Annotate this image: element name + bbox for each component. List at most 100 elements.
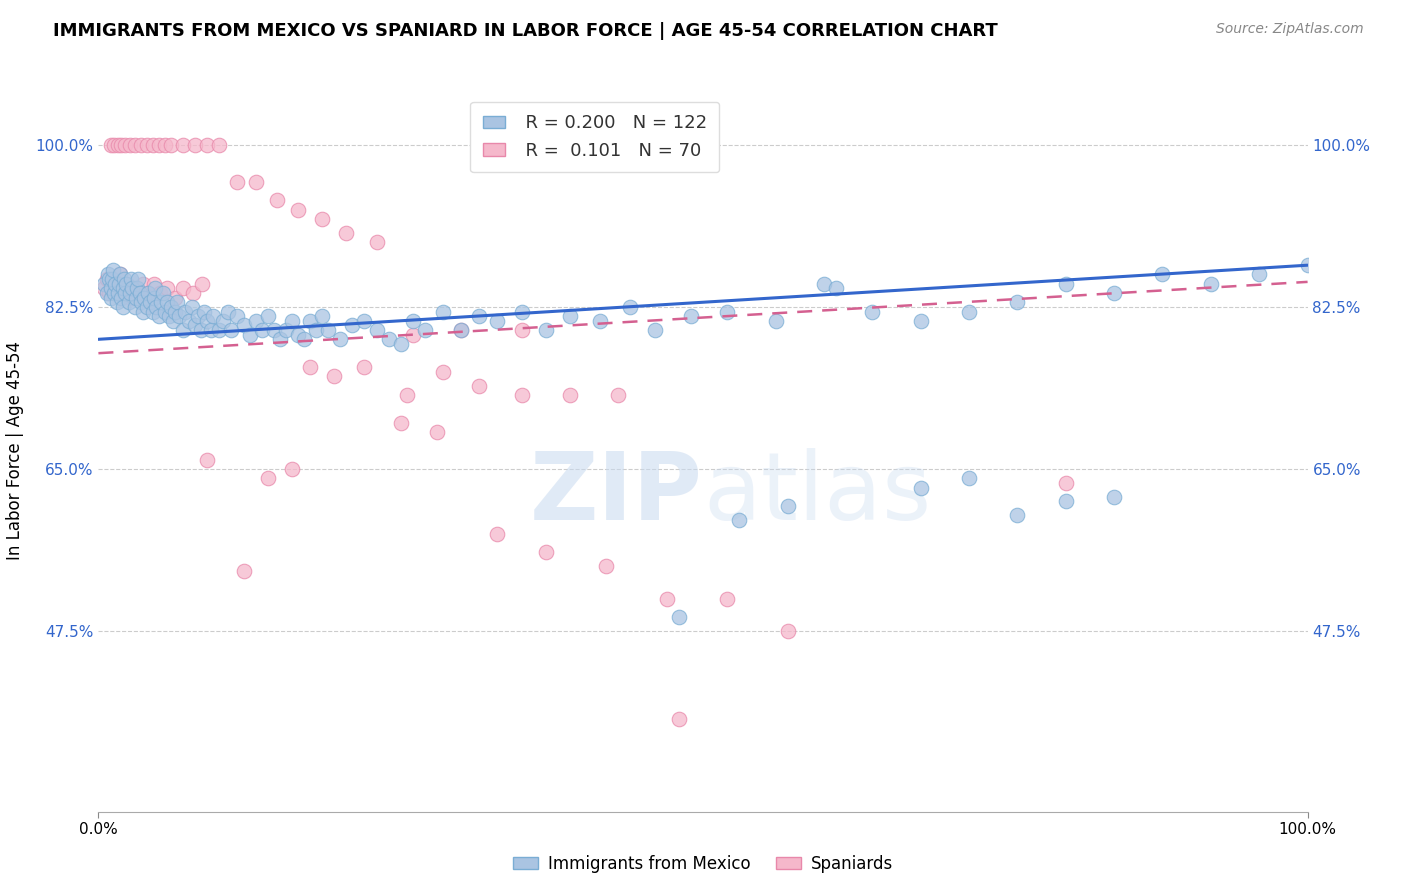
Point [105, 281, 128, 295]
Point [329, 332, 352, 346]
Point [263, 323, 285, 337]
Point [96, 285, 118, 300]
Point [156, 295, 179, 310]
Point [305, 323, 328, 337]
Point [413, 323, 436, 337]
Point [191, 277, 214, 291]
Point [190, 323, 212, 337]
Point [135, 137, 157, 152]
Point [395, 388, 418, 402]
Point [180, 300, 202, 314]
Point [163, 291, 186, 305]
Point [389, 416, 412, 430]
Point [366, 323, 388, 337]
Point [450, 323, 472, 337]
Point [468, 378, 491, 392]
Point [281, 314, 304, 328]
Point [156, 281, 179, 295]
Text: atlas: atlas [703, 448, 931, 540]
Point [143, 277, 166, 291]
Point [353, 360, 375, 375]
Point [100, 272, 122, 286]
Point [163, 304, 186, 318]
Point [105, 295, 128, 310]
Point [1054, 494, 1077, 508]
Point [776, 499, 799, 513]
Point [299, 314, 322, 328]
Point [124, 137, 146, 152]
Point [208, 323, 231, 337]
Point [179, 314, 201, 328]
Point [166, 295, 188, 310]
Point [287, 327, 309, 342]
Point [269, 332, 291, 346]
Point [221, 323, 243, 337]
Point [589, 314, 612, 328]
Point [153, 304, 176, 318]
Point [1007, 508, 1029, 523]
Point [316, 323, 339, 337]
Point [139, 295, 162, 310]
Point [195, 452, 218, 467]
Point [212, 314, 235, 328]
Point [679, 309, 702, 323]
Point [534, 545, 557, 559]
Point [250, 323, 273, 337]
Point [200, 323, 222, 337]
Point [160, 300, 183, 314]
Point [129, 137, 152, 152]
Point [118, 295, 141, 310]
Point [162, 314, 184, 328]
Point [716, 304, 738, 318]
Point [181, 285, 204, 300]
Point [1054, 475, 1077, 490]
Point [323, 369, 346, 384]
Point [135, 300, 157, 314]
Point [287, 202, 309, 217]
Point [1249, 268, 1271, 282]
Point [120, 272, 142, 286]
Point [335, 226, 357, 240]
Point [160, 137, 183, 152]
Text: Source: ZipAtlas.com: Source: ZipAtlas.com [1216, 22, 1364, 37]
Point [136, 285, 159, 300]
Point [193, 304, 215, 318]
Point [111, 300, 134, 314]
Point [534, 323, 557, 337]
Legend:   R = 0.200   N = 122,   R =  0.101   N = 70: R = 0.200 N = 122, R = 0.101 N = 70 [470, 102, 720, 172]
Point [728, 513, 751, 527]
Point [125, 291, 148, 305]
Point [114, 137, 136, 152]
Point [1152, 268, 1174, 282]
Point [143, 291, 166, 305]
Point [111, 281, 134, 295]
Point [150, 295, 173, 310]
Point [100, 281, 122, 295]
Point [195, 314, 218, 328]
Point [169, 309, 191, 323]
Point [127, 285, 149, 300]
Point [103, 285, 125, 300]
Text: ZIP: ZIP [530, 448, 703, 540]
Point [115, 277, 138, 291]
Point [813, 277, 835, 291]
Point [100, 291, 122, 305]
Point [112, 272, 135, 286]
Point [142, 137, 165, 152]
Point [245, 314, 267, 328]
Point [118, 285, 141, 300]
Point [129, 295, 152, 310]
Point [353, 314, 375, 328]
Point [1102, 285, 1125, 300]
Point [245, 175, 267, 189]
Point [299, 360, 322, 375]
Point [172, 137, 194, 152]
Point [107, 285, 129, 300]
Point [104, 277, 127, 291]
Point [132, 277, 155, 291]
Point [93, 281, 115, 295]
Point [232, 318, 254, 333]
Point [450, 323, 472, 337]
Point [510, 323, 533, 337]
Point [607, 388, 630, 402]
